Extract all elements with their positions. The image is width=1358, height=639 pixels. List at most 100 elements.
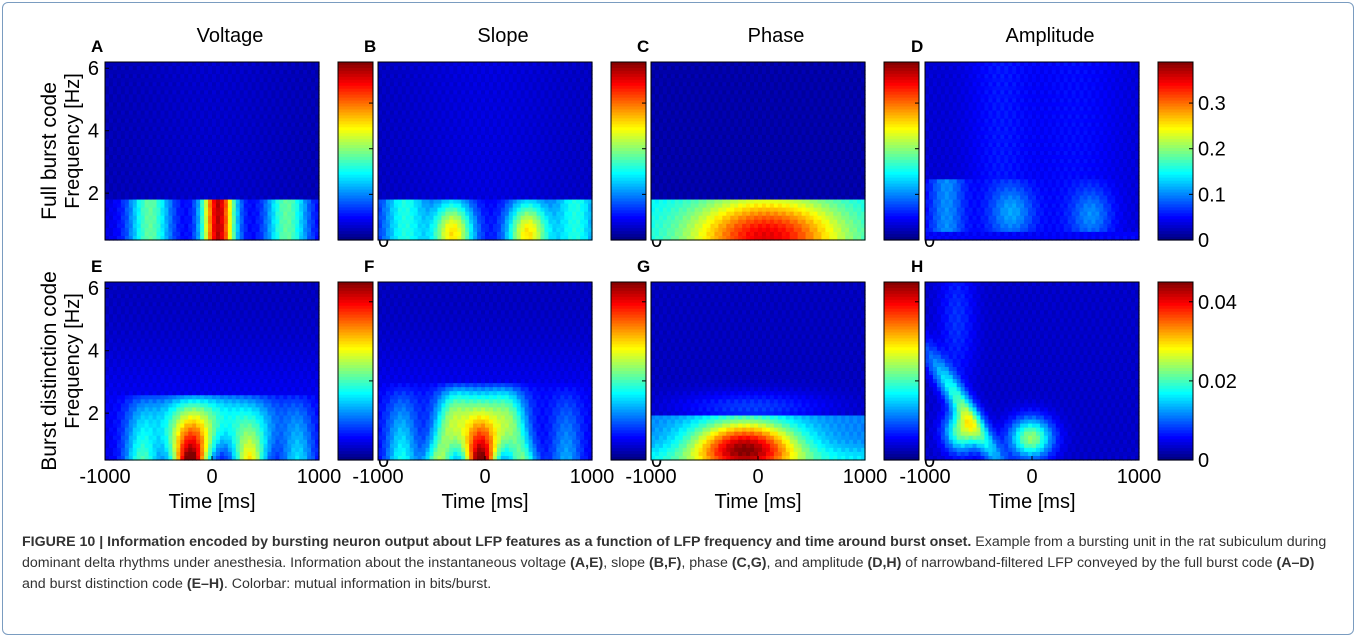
heatmap-cell xyxy=(247,219,253,225)
heatmap-cell xyxy=(223,195,229,201)
heatmap-cell xyxy=(532,134,538,140)
heatmap-cell xyxy=(275,114,280,120)
heatmap-cell xyxy=(196,134,201,140)
heatmap-cell xyxy=(437,94,442,100)
heatmap-cell xyxy=(164,183,169,189)
heatmap-cell xyxy=(457,231,462,237)
heatmap-cell xyxy=(588,118,593,124)
heatmap-cell xyxy=(128,122,134,128)
heatmap-cell xyxy=(405,82,411,87)
heatmap-cell xyxy=(176,66,181,71)
heatmap-cell xyxy=(469,86,474,91)
heatmap-cell xyxy=(477,102,482,108)
heatmap-cell xyxy=(239,151,245,156)
heatmap-cell xyxy=(508,215,514,221)
heatmap-cell xyxy=(275,151,280,156)
heatmap-cell xyxy=(588,175,593,180)
heatmap-cell xyxy=(148,199,154,205)
heatmap-cell xyxy=(389,146,395,152)
heatmap-cell xyxy=(283,142,288,148)
colorbar-step xyxy=(611,189,646,194)
heatmap-cell xyxy=(315,98,320,104)
heatmap-cell xyxy=(144,235,150,241)
heatmap-cell xyxy=(148,130,154,136)
heatmap-cell xyxy=(378,199,383,205)
heatmap-cell xyxy=(449,207,454,213)
heatmap-cell xyxy=(584,207,589,213)
heatmap-cell xyxy=(267,187,273,193)
heatmap-cell xyxy=(255,183,261,189)
heatmap-cell xyxy=(409,130,415,136)
heatmap-cell xyxy=(678,62,684,67)
heatmap-cell xyxy=(259,134,265,140)
heatmap-cell xyxy=(307,118,312,124)
heatmap-cell xyxy=(212,203,217,209)
heatmap-cell xyxy=(524,78,530,83)
heatmap-cell xyxy=(279,179,284,184)
heatmap-cell xyxy=(271,171,276,176)
heatmap-cell xyxy=(389,211,395,217)
heatmap-cell xyxy=(223,110,229,116)
heatmap-cell xyxy=(552,146,557,152)
heatmap-cell xyxy=(172,163,177,168)
heatmap-cell xyxy=(417,227,423,233)
heatmap-cell xyxy=(212,231,217,237)
heatmap-cell xyxy=(453,74,458,79)
heatmap-cell xyxy=(540,134,546,140)
heatmap-cell xyxy=(192,142,197,148)
heatmap-cell xyxy=(204,183,209,189)
heatmap-cell xyxy=(128,223,134,229)
colorbar-step xyxy=(611,103,646,108)
heatmap-cell xyxy=(584,163,589,168)
heatmap-cell xyxy=(516,151,522,156)
heatmap-cell xyxy=(212,122,217,128)
heatmap-cell xyxy=(488,219,494,225)
heatmap-cell xyxy=(765,62,771,67)
heatmap-cell xyxy=(528,159,534,164)
heatmap-cell xyxy=(259,155,265,160)
heatmap-cell xyxy=(560,134,565,140)
heatmap-cell xyxy=(275,78,280,83)
heatmap-cell xyxy=(116,151,122,156)
heatmap-cell xyxy=(520,138,526,144)
heatmap-cell xyxy=(457,66,462,71)
heatmap-cell xyxy=(536,155,542,160)
heatmap-cell xyxy=(156,78,162,83)
heatmap-cell xyxy=(156,74,162,79)
heatmap-cell xyxy=(120,175,126,180)
heatmap-cell xyxy=(283,102,288,108)
heatmap-cell xyxy=(311,211,316,217)
heatmap-cell xyxy=(477,122,482,128)
heatmap-cell xyxy=(381,134,387,140)
heatmap-cell xyxy=(457,78,462,83)
heatmap-cell xyxy=(512,94,518,100)
heatmap-cell xyxy=(544,98,549,104)
heatmap-cell xyxy=(172,98,177,104)
heatmap-cell xyxy=(219,82,225,87)
heatmap-cell xyxy=(120,102,126,108)
heatmap-cell xyxy=(251,134,257,140)
heatmap-cell xyxy=(164,159,169,164)
heatmap-cell xyxy=(156,110,162,116)
heatmap-cell xyxy=(488,66,494,71)
heatmap-cell xyxy=(128,227,134,233)
heatmap-cell xyxy=(291,142,296,148)
heatmap-cell xyxy=(215,110,221,116)
heatmap-cell xyxy=(295,146,300,152)
heatmap-cell xyxy=(421,62,427,67)
heatmap-cell xyxy=(120,82,126,87)
heatmap-cell xyxy=(223,151,229,156)
heatmap-cell xyxy=(528,66,534,71)
heatmap-cell xyxy=(140,223,146,229)
heatmap-cell xyxy=(212,74,217,79)
heatmap-cell xyxy=(307,82,312,87)
heatmap-cell xyxy=(303,187,308,193)
heatmap-cell xyxy=(196,106,201,112)
heatmap-cell xyxy=(243,126,249,132)
heatmap-cell xyxy=(568,207,573,213)
heatmap-cell xyxy=(572,211,577,217)
heatmap-cell xyxy=(429,122,435,128)
heatmap-cell xyxy=(588,191,593,197)
heatmap-cell xyxy=(540,74,546,79)
heatmap-cell xyxy=(168,126,173,132)
